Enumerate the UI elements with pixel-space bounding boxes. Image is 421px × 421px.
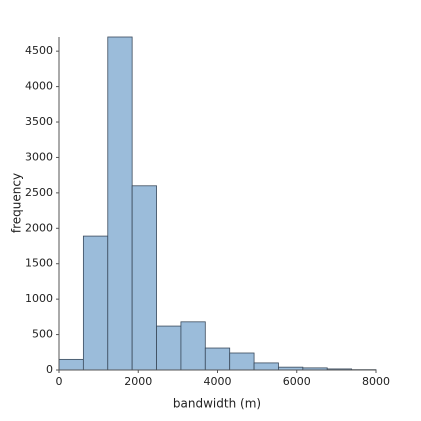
bar xyxy=(131,185,157,371)
x-tick-label: 6000 xyxy=(283,375,311,388)
y-tick-label: 3500 xyxy=(25,115,53,128)
bar xyxy=(229,352,255,371)
y-axis-label: frequency xyxy=(10,173,24,233)
x-tick-label: 0 xyxy=(56,375,63,388)
x-axis-label: bandwidth (m) xyxy=(173,397,261,411)
y-tick-label: 2000 xyxy=(25,221,53,234)
bar xyxy=(253,362,279,371)
bar xyxy=(82,235,109,371)
bar xyxy=(204,347,231,371)
bar xyxy=(58,358,84,371)
y-tick-label: 3000 xyxy=(25,150,53,163)
y-tick-label: 1000 xyxy=(25,292,53,305)
y-tick-label: 4500 xyxy=(25,44,53,57)
x-tick-label: 2000 xyxy=(124,375,152,388)
y-tick-label: 500 xyxy=(32,328,53,341)
y-tick-label: 4000 xyxy=(25,80,53,93)
bar xyxy=(180,321,206,371)
x-tick-label: 8000 xyxy=(362,375,390,388)
y-tick-label: 0 xyxy=(46,363,53,376)
y-tick-label: 2500 xyxy=(25,186,53,199)
x-tick-label: 4000 xyxy=(204,375,232,388)
bar xyxy=(156,325,182,371)
y-tick-label: 1500 xyxy=(25,257,53,270)
bar xyxy=(107,36,133,371)
